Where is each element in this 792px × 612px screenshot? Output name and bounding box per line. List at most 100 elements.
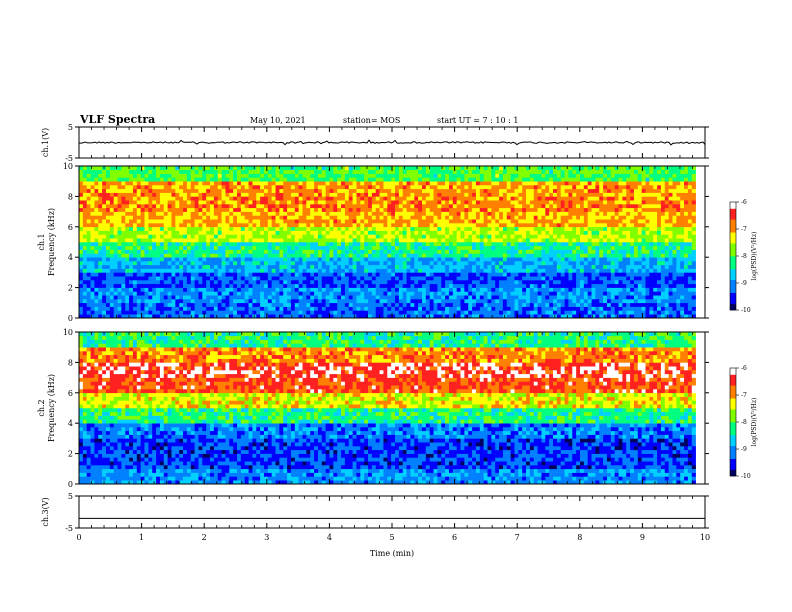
spectrogram-cell [448, 166, 454, 171]
spectrogram-cell [294, 306, 299, 311]
spectrogram-cell [321, 264, 326, 269]
spectrogram-cell [375, 287, 380, 292]
spectrogram-cell [317, 291, 323, 296]
spectrogram-cell [156, 192, 161, 197]
spectrogram-cell [452, 238, 457, 243]
spectrogram-cell [306, 264, 311, 269]
spectrogram-cell [383, 204, 388, 209]
spectrogram-cell [202, 207, 207, 212]
spectrogram-cell [287, 249, 292, 254]
spectrogram-cell [425, 287, 430, 292]
spectrogram-cell [113, 207, 118, 212]
spectrogram-cell [414, 166, 419, 171]
spectrogram-cell [448, 169, 454, 174]
spectrogram-cell [371, 188, 377, 193]
spectrogram-cell [545, 261, 550, 266]
spectrogram-cell [237, 242, 242, 247]
spectrogram-cell [395, 196, 400, 201]
spectrogram-cell [221, 181, 226, 186]
spectrogram-cell [267, 173, 272, 178]
spectrogram-cell [113, 192, 118, 197]
spectrogram-cell [518, 261, 523, 266]
spectrogram-cell [206, 291, 211, 296]
spectrogram-cell [79, 188, 84, 193]
spectrogram-cell [310, 200, 315, 205]
spectrogram-cell [217, 283, 222, 288]
spectrogram-cell [352, 302, 357, 307]
spectrogram-cell [406, 234, 411, 239]
spectrogram-cell [237, 291, 242, 296]
spectrogram-cell [190, 181, 195, 186]
spectrogram-cell [171, 188, 176, 193]
spectrogram-cell [287, 181, 292, 186]
spectrogram-cell [468, 249, 473, 254]
spectrogram-cell [125, 280, 130, 285]
spectrogram-cell [329, 238, 334, 243]
spectrogram-cell [522, 192, 527, 197]
spectrogram-cell [472, 177, 477, 182]
spectrogram-cell [159, 173, 165, 178]
spectrogram-cell [98, 283, 103, 288]
spectrogram-cell [86, 177, 91, 182]
spectrogram-cell [383, 291, 388, 296]
spectrogram-cell [271, 196, 276, 201]
spectrogram-cell [433, 192, 438, 197]
spectrogram-cell [271, 306, 276, 311]
spectrogram-cell [383, 207, 388, 212]
spectrogram-cell [302, 238, 307, 243]
spectrogram-cell [256, 166, 261, 171]
spectrogram-cell [387, 268, 392, 273]
spectrogram-cell [383, 234, 388, 239]
spectrogram-cell [452, 283, 457, 288]
spectrogram-cell [190, 234, 195, 239]
spectrogram-cell [298, 272, 303, 277]
spectrogram-cell [421, 283, 427, 288]
spectrogram-cell [221, 272, 226, 277]
spectrogram-cell [117, 287, 122, 292]
spectrogram-cell [163, 314, 168, 319]
spectrogram-cell [499, 215, 504, 220]
spectrogram-cell [202, 169, 207, 174]
spectrogram-cell [479, 188, 484, 193]
spectrogram-cell [183, 245, 188, 250]
spectrogram-cell [533, 291, 538, 296]
spectrogram-cell [248, 295, 253, 300]
spectrogram-cell [483, 188, 488, 193]
spectrogram-cell [495, 169, 500, 174]
spectrogram-cell [368, 306, 373, 311]
spectrogram-cell [433, 306, 438, 311]
spectrogram-cell [406, 249, 411, 254]
spectrogram-cell [368, 280, 373, 285]
spectrogram-cell [179, 226, 184, 231]
spectrogram-cell [491, 223, 496, 228]
spectrogram-cell [337, 188, 342, 193]
spectrogram-cell [341, 310, 346, 315]
spectrogram-cell [275, 200, 280, 205]
spectrogram-cell [321, 257, 326, 262]
spectrogram-cell [537, 185, 542, 190]
spectrogram-cell [437, 211, 442, 216]
spectrogram-cell [109, 249, 114, 254]
spectrogram-cell [317, 276, 323, 281]
spectrogram-cell [360, 177, 365, 182]
spectrogram-cell [221, 302, 226, 307]
spectrogram-cell [464, 264, 469, 269]
spectrogram-cell [132, 200, 138, 205]
spectrogram-cell [433, 230, 438, 235]
spectrogram-cell [252, 177, 257, 182]
spectrogram-cell [90, 314, 95, 319]
spectrogram-cell [495, 185, 500, 190]
spectrogram-cell [156, 245, 161, 250]
spectrogram-cell [298, 234, 303, 239]
spectrogram-cell [468, 173, 473, 178]
spectrogram-cell [121, 261, 126, 266]
spectrogram-cell [545, 185, 550, 190]
spectrogram-cell [225, 261, 230, 266]
spectrogram-cell [529, 223, 535, 228]
spectrogram-cell [163, 276, 168, 281]
spectrogram-cell [522, 310, 527, 315]
spectrogram-cell [398, 196, 404, 201]
spectrogram-cell [148, 223, 153, 228]
spectrogram-cell [109, 169, 114, 174]
spectrogram-cell [348, 230, 353, 235]
